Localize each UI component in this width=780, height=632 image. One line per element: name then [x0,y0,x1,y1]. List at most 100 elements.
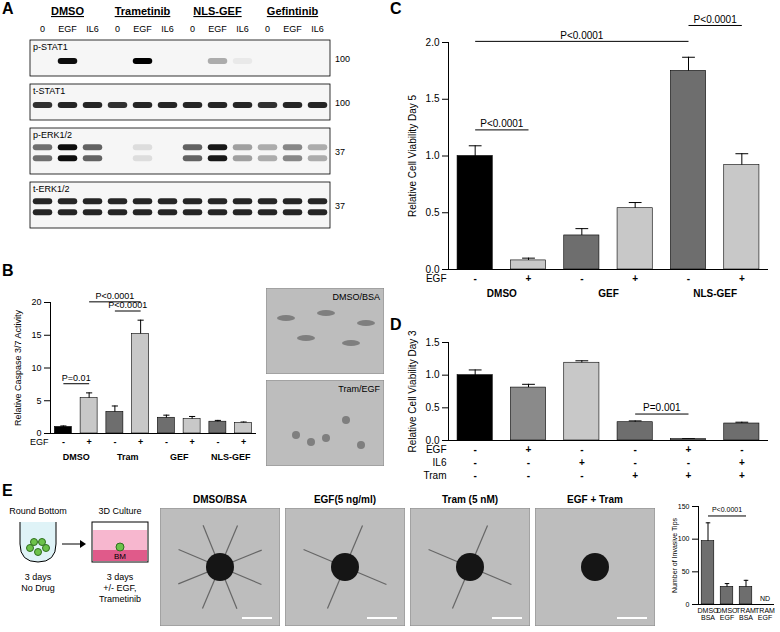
svg-text:P<0.0001: P<0.0001 [95,291,134,301]
svg-text:Tram: Tram [424,470,447,481]
svg-text:Gefintinib: Gefintinib [267,5,319,17]
svg-text:-: - [527,470,530,481]
svg-text:37: 37 [335,147,345,157]
svg-text:1.0: 1.0 [426,369,440,380]
svg-text:EGF: EGF [426,444,447,455]
svg-text:100: 100 [335,54,350,64]
svg-text:-: - [473,470,476,481]
svg-text:p-ERK1/2: p-ERK1/2 [33,130,72,140]
svg-text:Trametinib: Trametinib [115,5,171,17]
svg-text:100: 100 [678,535,690,542]
svg-text:1.5: 1.5 [426,337,440,348]
svg-text:NLS-GEF: NLS-GEF [193,5,242,17]
svg-text:EGF: EGF [283,24,302,34]
svg-text:+: + [739,457,745,468]
svg-text:-: - [527,457,530,468]
svg-text:5: 5 [36,396,41,406]
svg-text:0: 0 [190,24,195,34]
svg-text:0.5: 0.5 [426,207,440,218]
svg-text:-: - [216,437,219,447]
svg-text:+: + [686,470,692,481]
svg-text:+: + [632,273,638,284]
svg-text:+: + [739,273,745,284]
svg-text:P=0.01: P=0.01 [62,373,91,383]
svg-text:-: - [580,444,583,455]
svg-text:+: + [686,444,692,455]
svg-text:Relative Cell Viability Day 5: Relative Cell Viability Day 5 [407,95,418,218]
svg-text:3 days: 3 days [107,572,134,582]
svg-text:t-ERK1/2: t-ERK1/2 [33,184,70,194]
svg-text:-: - [165,437,168,447]
svg-text:+: + [526,273,532,284]
svg-text:DMSO: DMSO [487,288,517,299]
svg-text:1.0: 1.0 [426,150,440,161]
svg-text:DMSO: DMSO [51,5,84,17]
svg-text:EGF: EGF [133,24,152,34]
svg-text:Relative Caspase 3/7 Activity: Relative Caspase 3/7 Activity [13,309,23,426]
svg-text:15: 15 [31,330,41,340]
svg-text:Relative Cell Viability Day 3: Relative Cell Viability Day 3 [407,330,418,453]
svg-text:1.5: 1.5 [426,93,440,104]
svg-text:EGF: EGF [426,273,447,284]
svg-text:100: 100 [335,98,350,108]
svg-text:DMSO/BSA: DMSO/BSA [332,292,380,302]
svg-text:BM: BM [114,552,126,561]
svg-text:150: 150 [678,503,690,510]
svg-text:P=0.001: P=0.001 [643,402,681,413]
svg-text:EGF: EGF [58,24,77,34]
svg-text:-: - [580,273,583,284]
svg-text:0: 0 [40,24,45,34]
svg-text:10: 10 [31,363,41,373]
svg-text:DMSOEGF: DMSOEGF [717,607,739,621]
svg-text:No Drug: No Drug [21,583,55,593]
svg-text:IL6: IL6 [311,24,324,34]
svg-text:2.0: 2.0 [426,37,440,48]
svg-text:0: 0 [265,24,270,34]
svg-text:+: + [241,437,246,447]
svg-text:NLS-GEF: NLS-GEF [693,288,737,299]
svg-text:P<0.0001: P<0.0001 [712,506,742,513]
svg-text:P<0.0001: P<0.0001 [480,118,524,129]
svg-text:+: + [526,444,532,455]
svg-text:TRAMEGF: TRAMEGF [755,607,775,621]
svg-text:-: - [473,457,476,468]
svg-text:IL6: IL6 [161,24,174,34]
svg-text:-: - [687,457,690,468]
svg-text:+: + [739,470,745,481]
svg-text:NLS-GEF: NLS-GEF [211,452,251,462]
svg-text:0: 0 [115,24,120,34]
svg-text:Trametinib: Trametinib [99,594,141,604]
svg-text:ND: ND [760,595,770,602]
svg-text:GEF: GEF [598,288,619,299]
svg-text:+: + [86,437,91,447]
svg-text:-: - [473,444,476,455]
svg-text:+/- EGF,: +/- EGF, [103,583,136,593]
svg-text:-: - [580,470,583,481]
svg-text:-: - [473,273,476,284]
svg-text:Tram/EGF: Tram/EGF [338,384,380,394]
svg-text:EGF: EGF [30,437,49,447]
svg-text:20: 20 [31,297,41,307]
svg-text:-: - [113,437,116,447]
svg-text:37: 37 [335,201,345,211]
svg-text:DMSO: DMSO [63,452,90,462]
svg-text:Tram: Tram [117,452,139,462]
svg-text:p-STAT1: p-STAT1 [33,42,68,52]
svg-text:+: + [632,470,638,481]
svg-text:P<0.0001: P<0.0001 [108,300,147,310]
svg-text:TRAMBSA: TRAMBSA [736,607,756,621]
svg-text:IL6: IL6 [86,24,99,34]
svg-text:-: - [687,273,690,284]
svg-text:EGF: EGF [208,24,227,34]
svg-text:-: - [740,444,743,455]
svg-text:+: + [189,437,194,447]
svg-text:Round Bottom: Round Bottom [9,506,67,516]
svg-text:P<0.0001: P<0.0001 [560,30,604,41]
svg-text:0: 0 [686,601,690,608]
svg-text:3 days: 3 days [25,572,52,582]
svg-text:t-STAT1: t-STAT1 [33,86,65,96]
svg-text:0.5: 0.5 [426,402,440,413]
svg-text:P<0.0001: P<0.0001 [694,14,738,25]
svg-text:Number of Invasive Tips: Number of Invasive Tips [671,517,679,593]
svg-text:-: - [633,457,636,468]
